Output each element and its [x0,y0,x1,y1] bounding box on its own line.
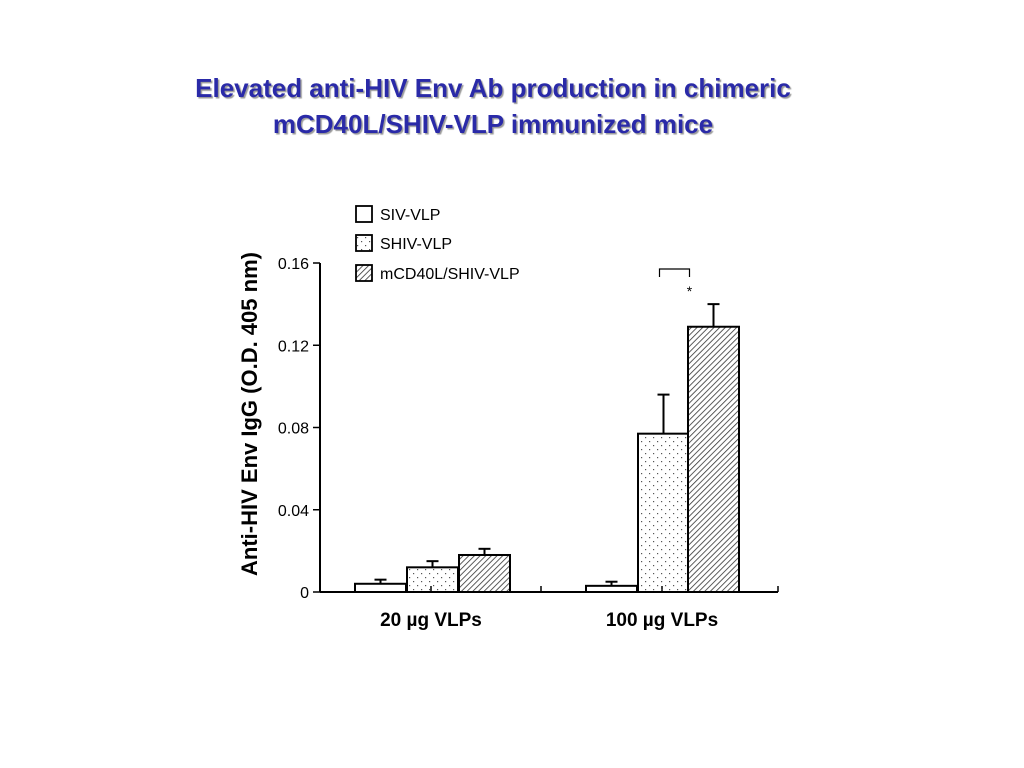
annotations: * [658,268,693,299]
legend-label: SIV-VLP [380,207,440,224]
legend-swatch [355,205,373,223]
x-tick-label: 100 µg VLPs [606,610,718,631]
bar [687,325,740,593]
bars [354,303,740,594]
bar [354,582,407,594]
bar [637,432,690,594]
page-title: Elevated anti-HIV Env Ab production in c… [0,70,986,142]
x-tick-label: 20 µg VLPs [380,610,482,631]
legend-label: mCD40L/SHIV-VLP [380,266,520,283]
y-tick-label: 0 [300,585,309,602]
significance-bracket [658,268,691,277]
legend: SIV-VLP SHIV-VLP mCD40L/SHIV-VLP [355,205,520,283]
y-axis-label: Anti-HIV Env IgG (O.D. 405 nm) [237,252,262,576]
y-tick-label: 0.04 [278,503,309,520]
legend-label: SHIV-VLP [380,236,452,253]
y-tick-label: 0.16 [278,256,309,273]
significance-star: * [687,283,693,299]
legend-swatch [355,264,373,282]
bar [458,553,511,593]
y-tick-label: 0.12 [278,338,309,355]
y-tick-label: 0.08 [278,421,309,438]
title-line-1: Elevated anti-HIV Env Ab production in c… [195,73,791,103]
bar [406,566,459,594]
legend-swatch [355,234,373,252]
title-line-2: mCD40L/SHIV-VLP immunized mice [272,109,714,139]
bar [585,584,638,593]
